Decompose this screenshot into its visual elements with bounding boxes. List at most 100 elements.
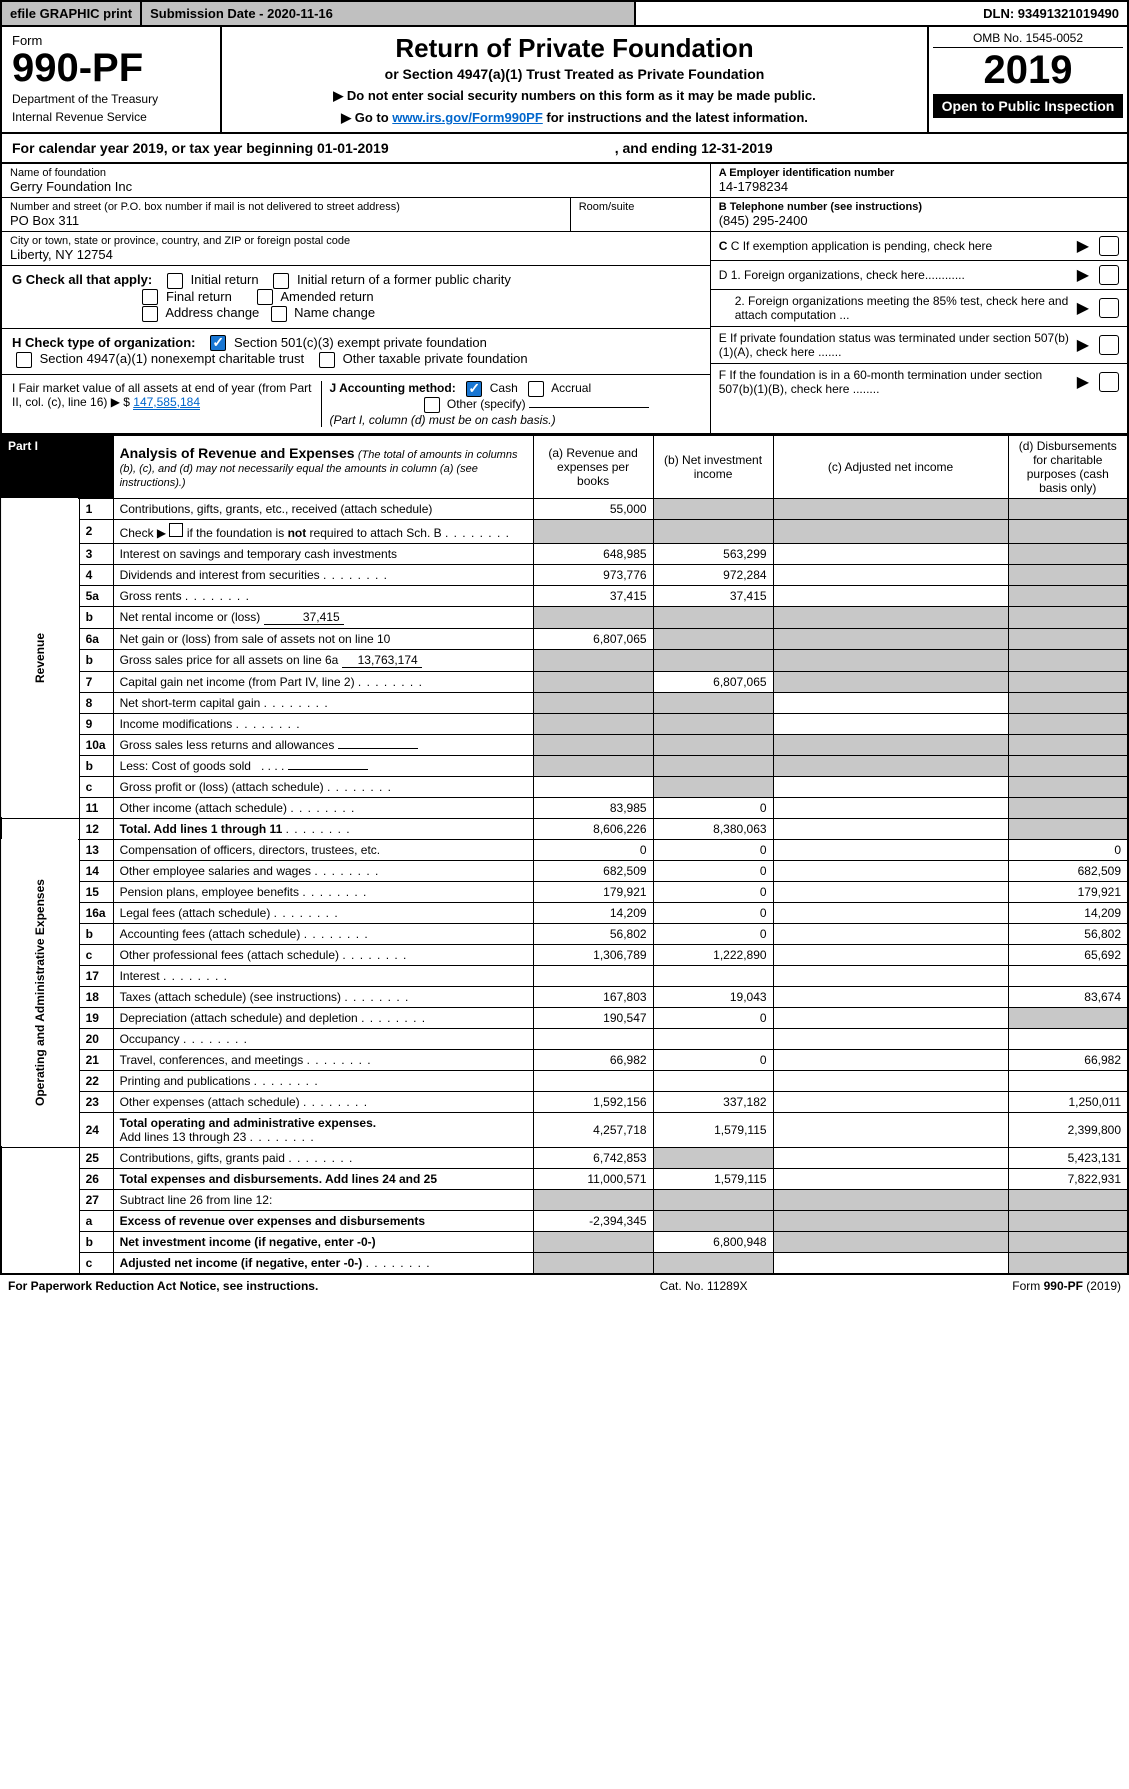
chk-initial[interactable]: [167, 273, 183, 289]
line-5a-b: 37,415: [653, 585, 773, 606]
chk-other-tax[interactable]: [319, 352, 335, 368]
line-5b-desc: Net rental income or (loss): [120, 610, 261, 624]
lbl-amended: Amended return: [280, 289, 373, 304]
d1-text: D 1. Foreign organizations, check here..…: [719, 268, 1073, 282]
part1-title: Analysis of Revenue and Expenses: [120, 445, 355, 461]
line-24-d: 2,399,800: [1008, 1112, 1128, 1147]
row-23: 23Other expenses (attach schedule) 1,592…: [1, 1091, 1128, 1112]
arrow-icon: ▶: [1077, 335, 1089, 355]
form990pf-link[interactable]: www.irs.gov/Form990PF: [392, 110, 543, 125]
row-27a: aExcess of revenue over expenses and dis…: [1, 1210, 1128, 1231]
line-12-desc: Total. Add lines 1 through 11: [120, 822, 283, 836]
efile-label[interactable]: efile GRAPHIC print: [2, 2, 142, 25]
line-14-b: 0: [653, 860, 773, 881]
lbl-initial-former: Initial return of a former public charit…: [297, 272, 511, 287]
section-g: G Check all that apply: Initial return I…: [2, 266, 710, 329]
chk-d1[interactable]: [1099, 265, 1119, 285]
lbl-name-change: Name change: [294, 305, 375, 320]
j-note: (Part I, column (d) must be on cash basi…: [330, 413, 556, 427]
row-27: 27Subtract line 26 from line 12:: [1, 1189, 1128, 1210]
line-18-a: 167,803: [533, 986, 653, 1007]
city-value: Liberty, NY 12754: [10, 247, 702, 262]
g-label: G Check all that apply:: [12, 272, 152, 287]
line-13-desc: Compensation of officers, directors, tru…: [113, 839, 533, 860]
row-16c: cOther professional fees (attach schedul…: [1, 944, 1128, 965]
side-revenue: Revenue: [1, 498, 79, 818]
addr-label: Number and street (or P.O. box number if…: [10, 201, 562, 213]
calendar-year-row: For calendar year 2019, or tax year begi…: [0, 134, 1129, 164]
arrow-icon: ▶: [1077, 372, 1089, 392]
chk-501c3[interactable]: [210, 335, 226, 351]
chk-other-method[interactable]: [424, 397, 440, 413]
chk-cash[interactable]: [466, 381, 482, 397]
row-3: 3Interest on savings and temporary cash …: [1, 543, 1128, 564]
street-address: PO Box 311: [10, 213, 562, 228]
line-16c-a: 1,306,789: [533, 944, 653, 965]
row-20: 20Occupancy: [1, 1028, 1128, 1049]
line-27-desc: Subtract line 26 from line 12:: [113, 1189, 533, 1210]
footer-mid: Cat. No. 11289X: [565, 1279, 843, 1293]
fmv-value[interactable]: 147,585,184: [133, 395, 200, 410]
arrow-icon: ▶: [1077, 265, 1089, 285]
col-b-header: (b) Net investment income: [653, 435, 773, 498]
line-21-a: 66,982: [533, 1049, 653, 1070]
line-23-b: 337,182: [653, 1091, 773, 1112]
footer-left: For Paperwork Reduction Act Notice, see …: [8, 1279, 565, 1293]
cal-begin: For calendar year 2019, or tax year begi…: [12, 140, 615, 156]
row-25: 25Contributions, gifts, grants paid 6,74…: [1, 1147, 1128, 1168]
line-15-d: 179,921: [1008, 881, 1128, 902]
c-text: C If exemption application is pending, c…: [731, 239, 993, 253]
chk-c[interactable]: [1099, 236, 1119, 256]
form-header: Form 990-PF Department of the Treasury I…: [0, 27, 1129, 134]
line-5b-inline: 37,415: [264, 610, 344, 625]
row-17: 17Interest: [1, 965, 1128, 986]
row-10b: bLess: Cost of goods sold . . . .: [1, 755, 1128, 776]
header-left: Form 990-PF Department of the Treasury I…: [2, 27, 222, 132]
line-2-desc: Check ▶ if the foundation is not require…: [113, 519, 533, 543]
line-15-a: 179,921: [533, 881, 653, 902]
chk-accrual[interactable]: [528, 381, 544, 397]
line-16a-b: 0: [653, 902, 773, 923]
chk-f[interactable]: [1099, 372, 1119, 392]
line-14-d: 682,509: [1008, 860, 1128, 881]
foundation-name: Gerry Foundation Inc: [10, 179, 702, 194]
row-12: 12Total. Add lines 1 through 11 8,606,22…: [1, 818, 1128, 839]
col-a-header: (a) Revenue and expenses per books: [533, 435, 653, 498]
line-26-b: 1,579,115: [653, 1168, 773, 1189]
check-e: E If private foundation status was termi…: [711, 327, 1127, 364]
omb-number: OMB No. 1545-0052: [933, 31, 1123, 48]
chk-initial-former[interactable]: [273, 273, 289, 289]
line-1-desc: Contributions, gifts, grants, etc., rece…: [113, 498, 533, 519]
line-4-desc: Dividends and interest from securities: [120, 568, 320, 582]
row-24: 24Total operating and administrative exp…: [1, 1112, 1128, 1147]
chk-amended[interactable]: [257, 289, 273, 305]
line-6a-desc: Net gain or (loss) from sale of assets n…: [113, 628, 533, 649]
lbl-accrual: Accrual: [551, 381, 591, 395]
line-26-d: 7,822,931: [1008, 1168, 1128, 1189]
header-right: OMB No. 1545-0052 2019 Open to Public In…: [927, 27, 1127, 132]
chk-final[interactable]: [142, 289, 158, 305]
chk-d2[interactable]: [1099, 298, 1119, 318]
line-16c-desc: Other professional fees (attach schedule…: [120, 948, 339, 962]
chk-name[interactable]: [271, 306, 287, 322]
lbl-initial: Initial return: [191, 272, 259, 287]
j-label: J Accounting method:: [330, 381, 456, 395]
row-21: 21Travel, conferences, and meetings 66,9…: [1, 1049, 1128, 1070]
section-ij: I Fair market value of all assets at end…: [2, 375, 710, 433]
line-25-desc: Contributions, gifts, grants paid: [120, 1151, 285, 1165]
header-center: Return of Private Foundation or Section …: [222, 27, 927, 132]
chk-4947[interactable]: [16, 352, 32, 368]
line-18-d: 83,674: [1008, 986, 1128, 1007]
line-21-b: 0: [653, 1049, 773, 1070]
form-note-2: ▶ Go to www.irs.gov/Form990PF for instru…: [232, 110, 917, 126]
line-11-desc: Other income (attach schedule): [120, 801, 287, 815]
row-27b: bNet investment income (if negative, ent…: [1, 1231, 1128, 1252]
chk-address[interactable]: [142, 306, 158, 322]
lbl-other-method: Other (specify): [447, 397, 526, 411]
chk-e[interactable]: [1099, 335, 1119, 355]
ein-cell: A Employer identification number 14-1798…: [711, 164, 1127, 198]
check-d2: 2. Foreign organizations meeting the 85%…: [711, 290, 1127, 327]
cal-end: , and ending 12-31-2019: [615, 140, 1117, 156]
line-22-desc: Printing and publications: [120, 1074, 251, 1088]
line-11-b: 0: [653, 797, 773, 818]
